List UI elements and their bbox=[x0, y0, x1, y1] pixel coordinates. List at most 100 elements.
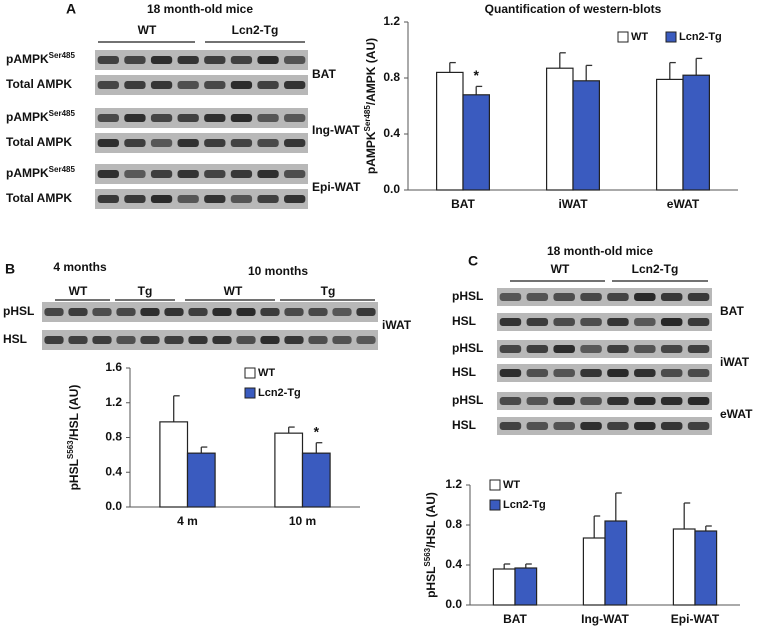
blot-band bbox=[260, 336, 280, 344]
y-tick-label: 0.0 bbox=[383, 182, 400, 196]
blot-band bbox=[284, 308, 304, 316]
y-tick-label: 0.8 bbox=[445, 517, 462, 531]
blot-strip bbox=[95, 189, 308, 209]
tissue-label: iWAT bbox=[382, 318, 412, 332]
blot-band bbox=[634, 318, 656, 326]
y-tick-label: 1.2 bbox=[445, 477, 462, 491]
blot-band bbox=[177, 170, 199, 178]
x-tick-label: BAT bbox=[503, 612, 527, 626]
blot-band bbox=[124, 139, 146, 147]
blot-band bbox=[150, 170, 173, 178]
blot-band bbox=[177, 195, 199, 203]
blot-strip bbox=[42, 330, 378, 350]
blot-band bbox=[308, 336, 328, 344]
blot-band bbox=[204, 114, 226, 122]
blot-band bbox=[526, 345, 549, 353]
bar bbox=[301, 452, 331, 508]
bar bbox=[436, 71, 464, 191]
y-label-sup: S563 bbox=[423, 547, 432, 566]
blot-band bbox=[230, 170, 253, 178]
blot-band bbox=[236, 336, 256, 344]
row-label: pHSL bbox=[452, 289, 483, 303]
panel-letter: A bbox=[66, 1, 76, 17]
blot-band bbox=[634, 369, 656, 377]
blot-band bbox=[230, 139, 253, 147]
y-tick-label: 1.2 bbox=[105, 395, 122, 409]
blot-band bbox=[634, 293, 656, 301]
blot-band bbox=[499, 369, 522, 377]
y-axis-label: pAMPKSer485/AMPK (AU) bbox=[363, 38, 379, 174]
blot-band bbox=[257, 139, 279, 147]
blot-band bbox=[230, 56, 253, 64]
blot-band bbox=[92, 336, 112, 344]
bar bbox=[186, 452, 216, 508]
significance-mark: * bbox=[314, 423, 320, 439]
row-label-sup: Ser485 bbox=[49, 109, 76, 118]
period-label: 10 months bbox=[248, 264, 308, 278]
group-label: Tg bbox=[321, 284, 336, 298]
blot-band bbox=[177, 56, 199, 64]
x-tick-label: Epi-WAT bbox=[671, 612, 720, 626]
blot-band bbox=[257, 81, 279, 89]
tissue-label: eWAT bbox=[720, 407, 753, 421]
legend-label: WT bbox=[631, 31, 648, 43]
y-label-main: pHSL bbox=[424, 567, 438, 598]
tissue-label: BAT bbox=[720, 304, 744, 318]
blot-strip bbox=[42, 302, 378, 322]
legend-swatch bbox=[617, 31, 629, 43]
blot-header: 18 month-old mice bbox=[547, 244, 653, 258]
blot-band bbox=[499, 345, 522, 353]
blot-band bbox=[204, 170, 226, 178]
row-label-main: pAMPK bbox=[6, 52, 49, 66]
blot-band bbox=[188, 336, 208, 344]
group-label: WT bbox=[224, 284, 243, 298]
blot-band bbox=[607, 345, 629, 353]
row-label: pHSL bbox=[452, 393, 483, 407]
blot-band bbox=[607, 422, 629, 430]
y-tick-label: 0.8 bbox=[383, 70, 400, 84]
legend-swatch bbox=[244, 387, 256, 399]
bar bbox=[572, 80, 600, 191]
blot-band bbox=[660, 422, 683, 430]
blot-strip bbox=[95, 108, 308, 128]
blot-strip bbox=[497, 340, 712, 358]
y-label-rest: /HSL (AU) bbox=[424, 492, 438, 548]
x-tick-label: eWAT bbox=[667, 197, 700, 211]
legend-swatch bbox=[489, 499, 501, 511]
row-label: HSL bbox=[452, 365, 476, 379]
tissue-label: BAT bbox=[312, 67, 336, 81]
blot-band bbox=[687, 369, 710, 377]
blot-band bbox=[257, 56, 279, 64]
y-tick-label: 1.2 bbox=[383, 14, 400, 28]
group-label: Tg bbox=[138, 284, 153, 298]
blot-band bbox=[124, 170, 146, 178]
panel-letter: B bbox=[5, 261, 15, 277]
blot-band bbox=[150, 56, 173, 64]
blot-band bbox=[97, 170, 119, 178]
period-label: 4 months bbox=[53, 260, 107, 274]
blot-band bbox=[607, 318, 629, 326]
blot-strip bbox=[497, 288, 712, 306]
blot-band bbox=[97, 139, 119, 147]
legend-swatch bbox=[489, 479, 501, 491]
x-tick-label: 4 m bbox=[177, 514, 198, 528]
blot-band bbox=[526, 369, 549, 377]
blot-band bbox=[634, 422, 656, 430]
bar bbox=[694, 530, 718, 606]
legend-label: WT bbox=[258, 367, 275, 379]
blot-band bbox=[526, 422, 549, 430]
y-axis-label: pHSLS563/HSL (AU) bbox=[423, 492, 439, 598]
legend-label: Lcn2-Tg bbox=[258, 387, 301, 399]
blot-band bbox=[553, 397, 575, 405]
x-tick-label: iWAT bbox=[558, 197, 588, 211]
panel-letter: C bbox=[468, 253, 478, 269]
blot-strip bbox=[497, 417, 712, 435]
blot-band bbox=[68, 308, 88, 316]
y-tick-label: 0.8 bbox=[105, 430, 122, 444]
group-label: WT bbox=[69, 284, 88, 298]
y-tick-label: 0.0 bbox=[105, 499, 122, 513]
blot-band bbox=[164, 336, 184, 344]
blot-band bbox=[44, 336, 64, 344]
blot-band bbox=[660, 397, 683, 405]
